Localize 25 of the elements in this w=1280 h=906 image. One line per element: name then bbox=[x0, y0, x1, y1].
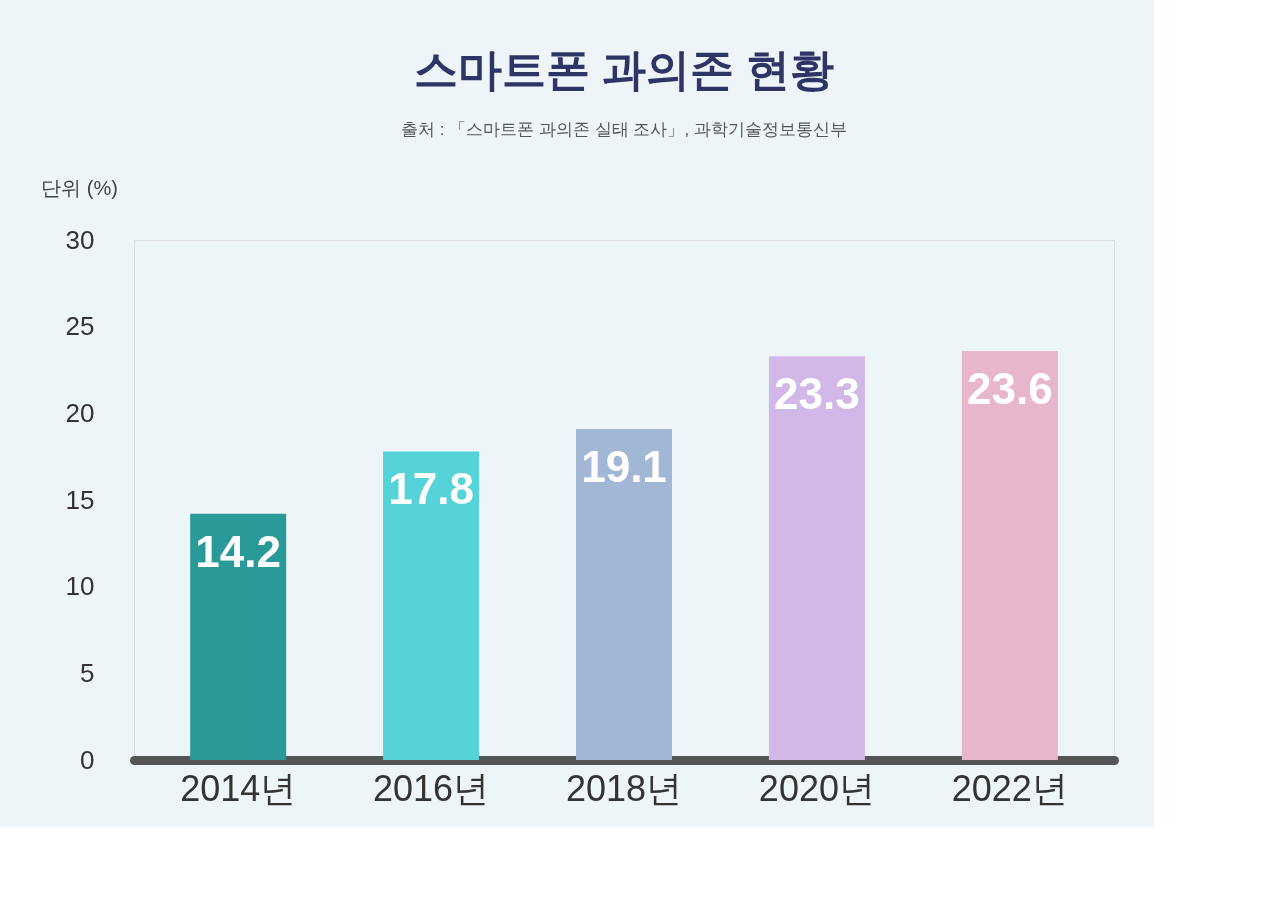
bar bbox=[961, 350, 1058, 760]
x-tick-label: 2022년 bbox=[951, 767, 1068, 809]
chart-subtitle: 출처 : 「스마트폰 과의존 실태 조사」, 과학기술정보통신부 bbox=[401, 120, 847, 139]
x-tick-label: 2020년 bbox=[758, 767, 875, 809]
y-tick-label: 10 bbox=[65, 571, 95, 602]
y-tick-label: 0 bbox=[80, 744, 95, 775]
bar bbox=[190, 513, 287, 760]
data-label: 23.3 bbox=[774, 369, 860, 419]
y-tick-label: 25 bbox=[65, 311, 95, 342]
y-tick-label: 30 bbox=[65, 224, 95, 255]
bar bbox=[383, 451, 480, 760]
x-tick-label: 2018년 bbox=[565, 767, 683, 809]
y-tick-label: 20 bbox=[65, 397, 95, 428]
bar bbox=[576, 428, 672, 760]
y-axis-title: 단위 (%) bbox=[41, 176, 118, 199]
y-tick-label: 15 bbox=[65, 484, 95, 515]
data-label: 17.8 bbox=[388, 464, 474, 514]
x-tick-label: 2014년 bbox=[180, 767, 297, 809]
y-tick-label: 5 bbox=[80, 657, 95, 688]
x-tick-label: 2016년 bbox=[373, 767, 490, 809]
data-label: 14.2 bbox=[195, 526, 281, 576]
chart-title: 스마트폰 과의존 현황 bbox=[413, 45, 835, 94]
data-label: 23.6 bbox=[967, 363, 1053, 413]
data-label: 19.1 bbox=[581, 441, 667, 491]
bar bbox=[768, 356, 865, 760]
